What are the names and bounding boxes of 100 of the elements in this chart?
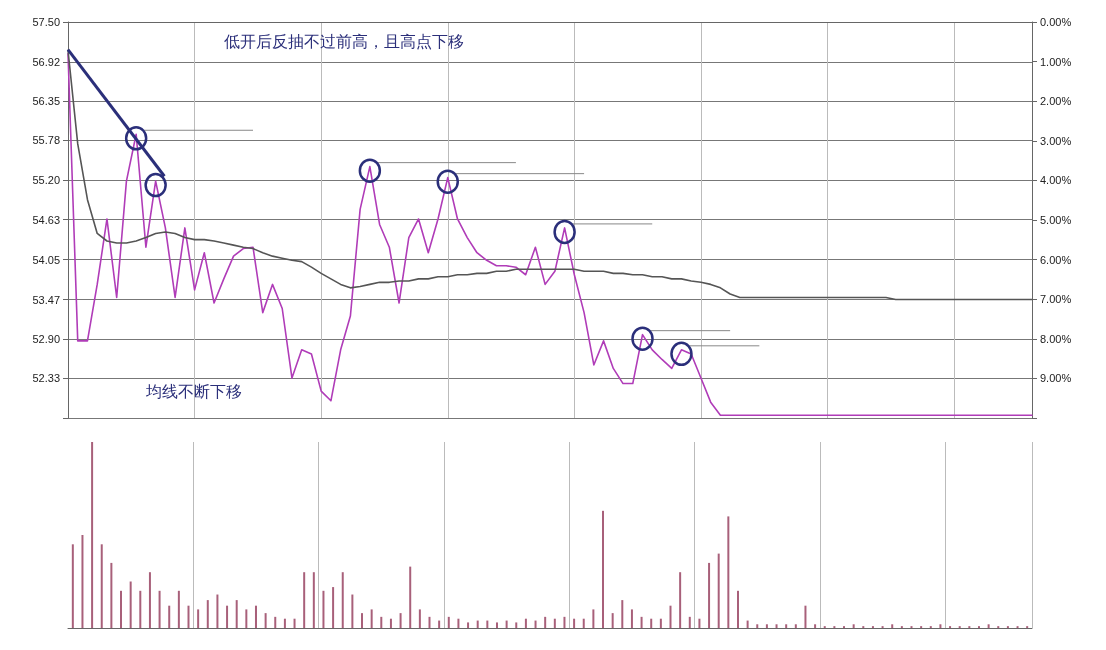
bar xyxy=(582,618,585,628)
y-tick-label: 53.47 xyxy=(32,293,60,306)
bar xyxy=(254,605,257,628)
bar xyxy=(293,618,296,628)
y2-tick-label: 4.00% xyxy=(1040,174,1072,187)
bar xyxy=(814,624,817,628)
y2-tick-label: 5.00% xyxy=(1040,214,1072,226)
bar xyxy=(515,622,518,628)
bar xyxy=(505,620,508,628)
bar xyxy=(544,616,547,628)
bar xyxy=(804,605,807,628)
bar xyxy=(688,616,691,628)
bar xyxy=(736,590,739,628)
bar xyxy=(553,618,556,628)
bar xyxy=(640,616,643,628)
y-tick-label: 52.90 xyxy=(32,332,60,345)
bar xyxy=(139,590,142,628)
bar xyxy=(168,605,171,628)
bar xyxy=(727,516,730,628)
bar xyxy=(679,572,682,628)
y2-tick-label: 7.00% xyxy=(1040,293,1072,306)
bar xyxy=(274,616,277,628)
annotation: 均线不断下移 xyxy=(145,382,242,403)
bar xyxy=(794,624,797,628)
bar xyxy=(216,594,219,628)
bar xyxy=(592,609,595,628)
bar xyxy=(621,600,624,628)
y-tick-label: 54.63 xyxy=(32,213,60,226)
bar xyxy=(438,620,441,628)
line-series xyxy=(67,52,1033,417)
bar xyxy=(756,624,759,628)
y2-tick-label: 0.00% xyxy=(1040,16,1072,28)
bar xyxy=(380,616,383,628)
bar xyxy=(611,613,614,628)
bar xyxy=(428,616,431,628)
y2-tick-label: 1.00% xyxy=(1040,55,1072,68)
bar xyxy=(100,544,103,628)
bar xyxy=(81,535,84,628)
bar xyxy=(746,620,749,628)
bar xyxy=(351,594,354,628)
bar xyxy=(187,605,190,628)
bar xyxy=(370,609,373,628)
bar xyxy=(71,544,74,628)
bar xyxy=(534,620,537,628)
y2-tick-label: 3.00% xyxy=(1040,134,1072,147)
bar xyxy=(264,613,267,628)
bar xyxy=(457,618,460,628)
bar xyxy=(524,618,527,628)
bar xyxy=(669,605,672,628)
bar xyxy=(486,620,489,628)
y-tick-label: 52.33 xyxy=(32,372,60,385)
bar xyxy=(765,624,768,628)
line-series xyxy=(67,49,1033,301)
bar xyxy=(206,600,209,628)
bar xyxy=(341,572,344,628)
bar xyxy=(939,624,942,628)
y2-tick-label: 2.00% xyxy=(1040,95,1072,108)
bar xyxy=(495,622,498,628)
y-tick-label: 55.20 xyxy=(32,174,60,187)
bar xyxy=(447,616,450,628)
bar xyxy=(332,587,335,628)
annotation: 低开后反抽不过前高，且高点下移 xyxy=(223,32,464,53)
y2-tick-label: 9.00% xyxy=(1040,372,1072,385)
bar xyxy=(698,618,701,628)
y2-tick-label: 8.00% xyxy=(1040,332,1072,345)
y-tick-label: 54.05 xyxy=(32,253,60,266)
y-tick-label: 56.35 xyxy=(32,95,60,108)
bar xyxy=(235,600,238,628)
bar xyxy=(467,622,470,628)
y2-tick-label: 6.00% xyxy=(1040,253,1072,266)
bar xyxy=(659,618,662,628)
bar xyxy=(312,572,315,628)
bar xyxy=(891,624,894,628)
bar xyxy=(322,590,325,628)
bar xyxy=(775,624,778,628)
bar xyxy=(245,609,248,628)
bar xyxy=(409,566,412,628)
bar xyxy=(129,581,132,628)
y-tick-label: 57.50 xyxy=(32,16,60,28)
bar xyxy=(418,609,421,628)
bar xyxy=(361,613,364,628)
bar xyxy=(852,624,855,628)
bar xyxy=(226,605,229,628)
bar xyxy=(158,590,161,628)
bar xyxy=(785,624,788,628)
bar xyxy=(630,609,633,628)
bar xyxy=(563,616,566,628)
bar xyxy=(389,618,392,628)
y-tick-label: 55.78 xyxy=(32,134,60,147)
bar xyxy=(708,562,711,628)
bar xyxy=(573,618,576,628)
bar xyxy=(120,590,123,628)
bar xyxy=(197,609,200,628)
bar xyxy=(717,553,720,628)
bar xyxy=(177,590,180,628)
y-tick-label: 56.92 xyxy=(32,55,60,68)
bar xyxy=(399,613,402,628)
bar xyxy=(110,562,113,628)
bar xyxy=(303,572,306,628)
bar xyxy=(602,510,605,628)
